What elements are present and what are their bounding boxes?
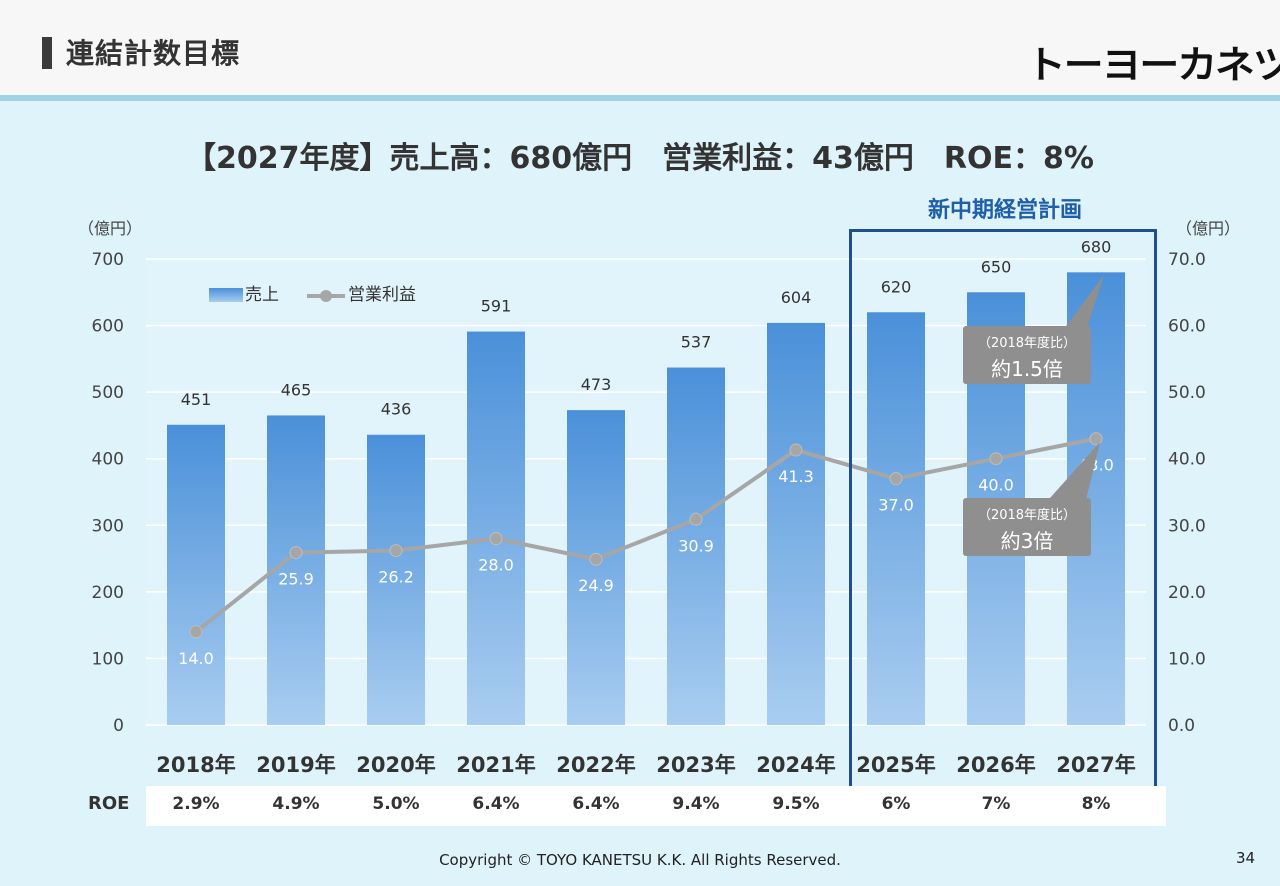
category-label: 2018年 (156, 753, 235, 777)
roe-value: 7% (981, 794, 1011, 814)
roe-label: ROE (88, 793, 130, 814)
sales-data-label: 537 (681, 333, 712, 352)
category-label: 2024年 (756, 753, 835, 777)
left-tick-label: 200 (92, 583, 124, 603)
profit-point (489, 532, 503, 546)
profit-data-label: 24.9 (578, 576, 614, 595)
profit-data-label: 14.0 (178, 649, 214, 668)
sales-data-label: 451 (181, 390, 212, 409)
legend-profit-marker (320, 290, 332, 302)
callout-sales-note: （2018年度比） (977, 336, 1077, 351)
profit-point (789, 443, 803, 457)
header-band (0, 0, 1280, 96)
roe-value: 6% (881, 794, 911, 814)
roe-value: 4.9% (272, 794, 320, 814)
left-tick-label: 300 (92, 516, 124, 536)
profit-data-label: 37.0 (878, 496, 914, 515)
left-tick-label: 100 (92, 649, 124, 669)
right-tick-label: 60.0 (1168, 317, 1206, 337)
roe-value: 6.4% (472, 794, 520, 814)
profit-point (1089, 432, 1103, 446)
company-logo: トーヨーカネツ (1026, 43, 1280, 87)
sales-data-label: 465 (281, 380, 312, 399)
profit-data-label: 30.9 (678, 536, 714, 555)
right-axis-unit: （億円） (1176, 219, 1241, 238)
left-tick-label: 400 (92, 450, 124, 470)
page-title: 連結計数目標 (66, 37, 241, 70)
sales-data-label: 591 (481, 297, 512, 316)
left-tick-label: 600 (92, 317, 124, 337)
title-marker (42, 37, 52, 69)
profit-data-label: 26.2 (378, 568, 414, 587)
sales-data-label: 620 (881, 277, 912, 296)
profit-data-label: 41.3 (778, 467, 814, 486)
header-accent-line (0, 95, 1280, 101)
profit-point (189, 625, 203, 639)
profit-point (989, 452, 1003, 466)
callout-profit-arrow (1050, 442, 1100, 500)
right-tick-label: 30.0 (1168, 516, 1206, 536)
legend-profit-label: 営業利益 (348, 285, 416, 305)
legend-sales-swatch (209, 288, 243, 302)
left-tick-label: 700 (92, 250, 124, 270)
roe-value: 2.9% (172, 794, 220, 814)
sales-data-label: 604 (781, 288, 812, 307)
profit-point (689, 512, 703, 526)
profit-line (194, 436, 1097, 634)
page-number: 34 (1236, 849, 1256, 867)
sales-bar (767, 322, 825, 725)
sales-data-label: 680 (1081, 237, 1112, 256)
category-label: 2021年 (456, 753, 535, 777)
sales-bar (367, 434, 425, 725)
right-tick-label: 0.0 (1168, 716, 1195, 736)
roe-row-background (146, 786, 1166, 826)
plan-label: 新中期経営計画 (927, 198, 1082, 223)
sales-data-label: 436 (381, 400, 412, 419)
left-tick-label: 500 (92, 383, 124, 403)
roe-value: 9.5% (772, 794, 820, 814)
left-axis-unit: （億円） (78, 219, 143, 238)
roe-value: 8% (1081, 794, 1111, 814)
callout-profit-value: 約3倍 (1000, 529, 1054, 553)
legend-sales-label: 売上 (245, 285, 279, 305)
callout-sales-value: 約1.5倍 (991, 357, 1063, 381)
profit-point (889, 472, 903, 486)
category-label: 2026年 (956, 753, 1035, 777)
sales-bar (667, 367, 725, 725)
category-label: 2025年 (856, 753, 935, 777)
profit-point (389, 544, 403, 558)
headline: 【2027年度】売上高：680億円 営業利益：43億円 ROE：8% (186, 141, 1094, 176)
right-tick-label: 50.0 (1168, 383, 1206, 403)
category-label: 2027年 (1056, 753, 1135, 777)
callout-profit: （2018年度比） 約3倍 (963, 498, 1091, 556)
right-tick-label: 70.0 (1168, 250, 1206, 270)
category-label: 2020年 (356, 753, 435, 777)
right-tick-label: 40.0 (1168, 450, 1206, 470)
callout-sales-arrow (1066, 275, 1104, 328)
roe-value: 9.4% (672, 794, 720, 814)
profit-data-label: 40.0 (978, 476, 1014, 495)
roe-value: 5.0% (372, 794, 420, 814)
callout-profit-note: （2018年度比） (977, 508, 1077, 523)
copyright: Copyright © TOYO KANETSU K.K. All Rights… (439, 851, 841, 869)
profit-point (589, 552, 603, 566)
right-tick-label: 10.0 (1168, 649, 1206, 669)
category-label: 2023年 (656, 753, 735, 777)
category-label: 2019年 (256, 753, 335, 777)
sales-data-label: 473 (581, 375, 612, 394)
left-tick-label: 0 (113, 716, 124, 736)
sales-bar (567, 410, 625, 725)
sales-bar (167, 424, 225, 725)
roe-value: 6.4% (572, 794, 620, 814)
sales-bar (867, 312, 925, 725)
category-label: 2022年 (556, 753, 635, 777)
sales-bar (467, 331, 525, 725)
sales-data-label: 650 (981, 257, 1012, 276)
profit-data-label: 25.9 (278, 570, 314, 589)
profit-data-label: 28.0 (478, 556, 514, 575)
profit-point (289, 546, 303, 560)
callout-sales: （2018年度比） 約1.5倍 (963, 326, 1091, 384)
right-tick-label: 20.0 (1168, 583, 1206, 603)
